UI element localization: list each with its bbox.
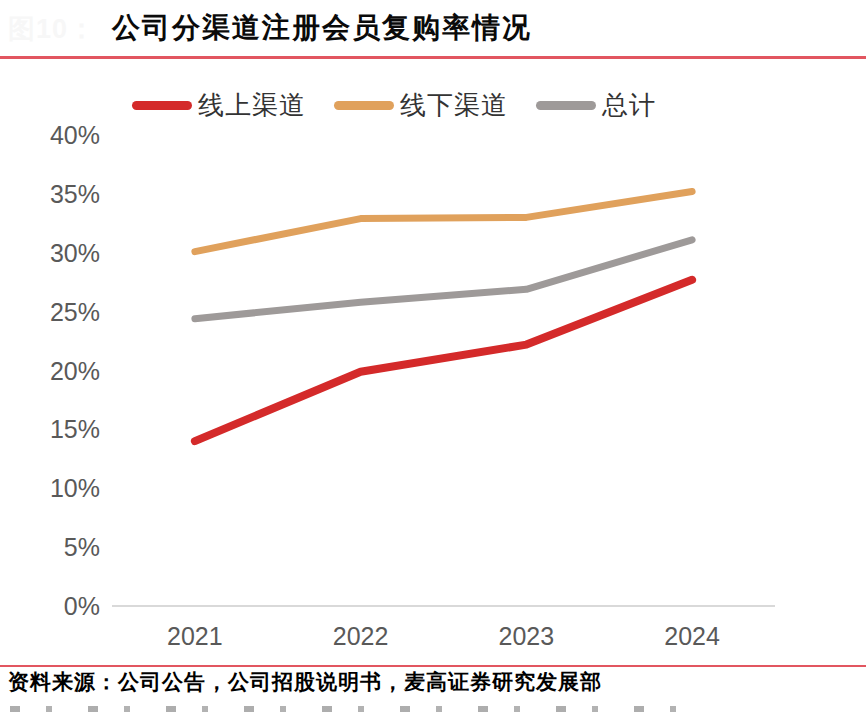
series-line-1 [195, 192, 692, 252]
series-line-0 [195, 280, 692, 441]
source-text: 资料来源：公司公告，公司招股说明书，麦高证券研究发展部 [8, 668, 602, 696]
line-chart [0, 0, 866, 712]
x-tick-label: 2024 [664, 621, 720, 651]
report-figure-page: 图10： 公司分渠道注册会员复购率情况 线上渠道 线下渠道 总计 0%5%10%… [0, 0, 866, 712]
clipped-text-line [10, 706, 700, 712]
x-tick-label: 2023 [499, 621, 555, 651]
x-tick-label: 2022 [333, 621, 389, 651]
footer-rule [0, 665, 866, 667]
x-tick-label: 2021 [167, 621, 223, 651]
